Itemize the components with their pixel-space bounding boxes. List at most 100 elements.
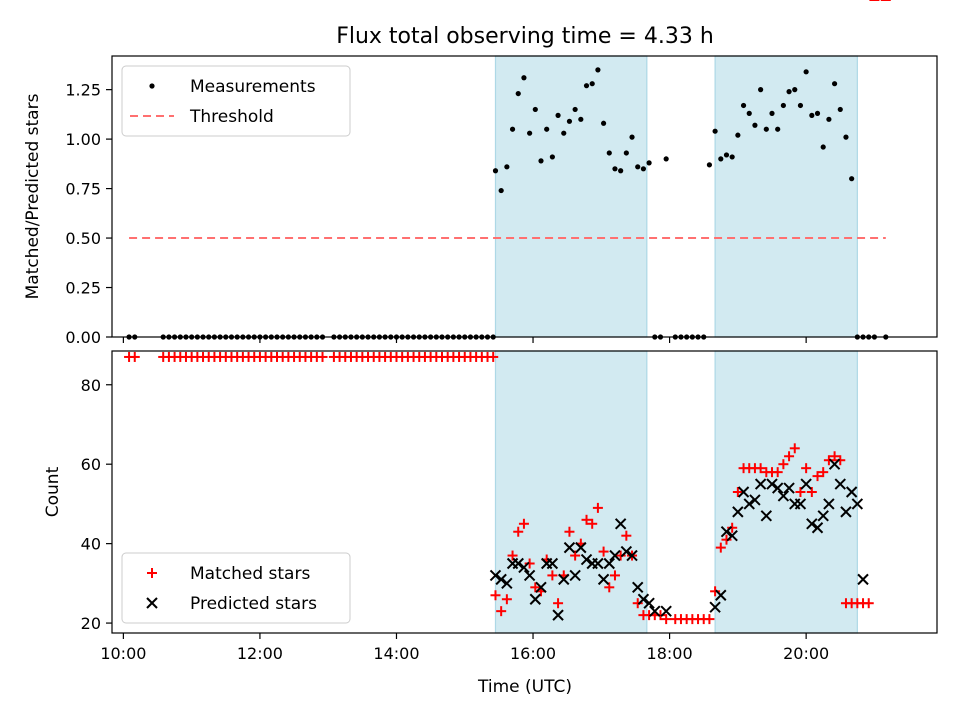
measurement-point	[803, 69, 809, 75]
top-y-axis: 0.00 0.25 0.50 0.75 1.00 1.25	[65, 81, 112, 347]
predicted-star-point	[800, 478, 812, 490]
matched-star-point	[621, 530, 632, 541]
matched-star-point	[661, 614, 672, 625]
predicted-star-point	[518, 561, 530, 574]
predicted-star-point	[834, 478, 846, 490]
matched-star-point	[829, 451, 840, 462]
legend-dot-swatch	[149, 83, 155, 89]
top-legend: Measurements Threshold	[121, 65, 351, 137]
measurement-point	[792, 87, 798, 93]
top-observing-window-0	[494, 55, 648, 338]
matched-star-point	[604, 582, 615, 593]
matched-star-point	[806, 487, 817, 497]
matched-star-point	[530, 582, 541, 593]
top-y-tick-label: 0.25	[65, 279, 101, 298]
matched-star-point	[823, 455, 834, 466]
measurement-point	[549, 154, 555, 160]
top-y-axis-label: Matched/Predicted stars	[23, 93, 43, 299]
bottom-y-axis-label: Count	[43, 466, 63, 517]
matched-star-point	[592, 502, 603, 513]
top-observing-windows	[494, 55, 858, 338]
matched-star-point	[835, 455, 846, 466]
predicted-star-point	[709, 601, 721, 613]
predicted-star-point	[643, 597, 655, 609]
measurement-point	[706, 162, 713, 168]
matched-star-point	[772, 467, 783, 478]
measurement-point	[623, 150, 629, 156]
measurement-point	[849, 176, 855, 182]
predicted-star-point	[626, 549, 638, 562]
top-legend-box	[121, 65, 351, 137]
measurement-point	[826, 116, 832, 122]
predicted-star-point	[823, 498, 835, 510]
matched-star-point	[784, 451, 795, 462]
x-tick-label: 20:00	[783, 644, 829, 663]
measurement-point	[544, 126, 550, 132]
predicted-star-point	[851, 498, 864, 510]
bottom-legend: Matched stars Predicted stars	[121, 552, 351, 624]
bottom-observing-window-0	[494, 350, 648, 634]
matched-star-point	[581, 514, 592, 525]
predicted-star-point	[501, 577, 513, 590]
predicted-star-point	[749, 494, 761, 506]
predicted-star-point	[614, 518, 627, 530]
top-observing-window-1	[714, 55, 858, 338]
predicted-star-point	[603, 557, 615, 570]
predicted-star-point	[811, 522, 824, 534]
predicted-star-point	[783, 482, 795, 494]
measurement-point	[843, 134, 849, 140]
top-y-tick-label: 1.00	[65, 130, 101, 149]
measurement-point	[538, 158, 544, 164]
measurement-point	[509, 126, 516, 132]
predicted-star-point	[754, 478, 767, 490]
measurement-point	[809, 112, 815, 118]
legend-label: Matched stars	[190, 564, 310, 584]
predicted-star-point	[592, 557, 604, 570]
matched-star-point	[507, 550, 518, 561]
measurement-point	[723, 152, 730, 158]
predicted-star-point	[828, 458, 841, 470]
predicted-star-point	[771, 482, 784, 494]
legend-x-swatch	[146, 597, 158, 609]
measurement-point	[595, 67, 601, 73]
matched-star-point	[615, 550, 626, 561]
measurement-point	[712, 128, 718, 134]
predicted-star-point	[649, 605, 661, 617]
matched-star-point	[513, 526, 524, 537]
bottom-x-ticks: 10:00 12:00 14:00 16:00 18:00 20:00	[100, 633, 829, 663]
measurement-point	[831, 81, 838, 87]
bottom-observing-windows	[494, 350, 858, 634]
top-panel: 0.00 0.25 0.50 0.75 1.00 1.25 Matched/Predict…	[23, 55, 938, 347]
measurement-point	[775, 126, 781, 132]
top-plot-frame	[111, 55, 938, 338]
matched-star-point	[632, 598, 643, 609]
predicted-star-point	[597, 573, 610, 586]
legend-label: Predicted stars	[190, 594, 317, 614]
matched-star-point	[778, 459, 789, 470]
x-tick-label: 16:00	[510, 644, 556, 663]
matched-star-point	[801, 463, 812, 474]
measurement-point	[589, 81, 595, 87]
measurement-point	[814, 110, 821, 116]
measurement-point	[769, 110, 775, 116]
top-y-tick-label: 0.00	[65, 328, 101, 347]
predicted-star-point	[535, 581, 547, 594]
matched-star-point	[598, 546, 609, 557]
bottom-y-tick-label: 20	[81, 614, 101, 633]
predicted-star-point	[558, 573, 570, 586]
top-y-tick-label: 0.50	[65, 229, 101, 248]
predicted-star-point	[817, 510, 829, 522]
matched-star-point	[317, 351, 328, 362]
predicted-star-point	[563, 541, 576, 554]
matched-star-point	[547, 570, 558, 581]
matched-star-point	[129, 351, 140, 362]
predicted-star-point	[743, 498, 755, 510]
x-tick-label: 14:00	[373, 644, 419, 663]
measurement-point	[612, 166, 618, 172]
x-tick-label: 10:00	[100, 644, 146, 663]
matched-star-point	[501, 594, 512, 605]
measurement-point	[498, 187, 504, 194]
matched-star-point	[704, 614, 715, 625]
top-y-tick-label: 0.75	[65, 180, 101, 199]
